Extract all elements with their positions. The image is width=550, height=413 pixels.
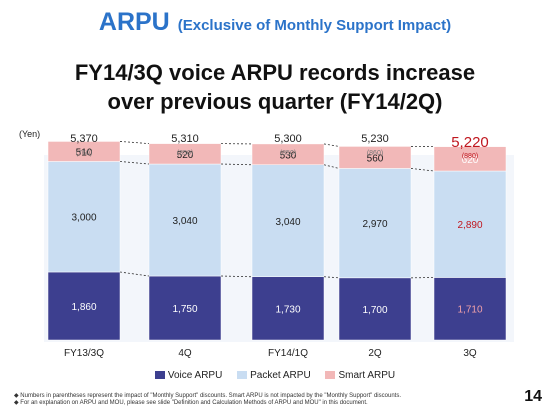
total-label-3: 5,230 (361, 133, 389, 145)
footnote-1-text: Numbers in parentheses represent the imp… (20, 393, 401, 399)
bar-voice-3 (338, 277, 412, 341)
headline-line-2: over previous quarter (FY14/2Q) (107, 89, 443, 114)
bar-smart-2 (251, 143, 325, 166)
footnote-1: ◆ Numbers in parentheses represent the i… (14, 393, 401, 399)
data-label-voice-0: 1,860 (71, 302, 96, 313)
support-impact-label-1: (850) (177, 150, 193, 157)
title-subtitle: (Exclusive of Monthly Support Impact) (177, 17, 452, 34)
legend-swatch-voice (154, 371, 165, 379)
data-label-voice-4: 1,710 (457, 305, 482, 316)
connector-line-2-2 (323, 143, 340, 147)
data-label-packet-0: 3,000 (71, 213, 96, 224)
connector-line-1-2 (323, 164, 340, 169)
connector-line-0-2 (323, 276, 340, 279)
headline-line-1: FY14/3Q voice ARPU records increase (74, 60, 476, 85)
legend-swatch-packet (237, 371, 248, 379)
title-main: ARPU (98, 8, 170, 36)
bar-voice-4 (433, 277, 507, 341)
support-impact-label-4: (880) (462, 153, 478, 160)
data-label-packet-2: 3,040 (275, 217, 300, 228)
data-label-smart-0: 510 (76, 147, 93, 158)
bar-packet-0 (47, 161, 121, 273)
bar-voice-1 (148, 275, 222, 341)
slide-title: ARPU (Exclusive of Monthly Support Impact… (0, 8, 550, 37)
data-label-packet-3: 2,970 (362, 219, 387, 230)
total-label-4: 5,220 (451, 134, 489, 151)
x-tick-label-1: 4Q (178, 348, 192, 359)
data-label-voice-1: 1,750 (172, 304, 197, 315)
total-label-0: 5,370 (70, 133, 98, 145)
legend-swatch-smart (325, 371, 336, 379)
bar-packet-3 (338, 168, 412, 279)
chart-legend: Voice ARPU Packet ARPU Smart ARPU (0, 370, 550, 381)
bar-smart-1 (148, 143, 222, 165)
support-impact-label-3: (860) (367, 150, 383, 157)
footnote-2: ◆ For an explanation on ARPU and MOU, pl… (14, 400, 368, 406)
data-label-voice-2: 1,730 (275, 304, 300, 315)
slide-headline: FY14/3Q voice ARPU records increase over… (0, 58, 550, 116)
data-label-voice-3: 1,700 (362, 305, 387, 316)
data-label-packet-4: 2,890 (457, 220, 482, 231)
x-tick-label-3: 2Q (368, 348, 382, 359)
support-impact-label-2: (850) (280, 150, 296, 157)
x-tick-label-4: 3Q (463, 348, 477, 359)
data-label-smart-3: 560 (367, 153, 384, 164)
legend-item-voice: Voice ARPU (154, 370, 223, 381)
page-number: 14 (524, 388, 542, 405)
connector-line-0-1 (220, 275, 253, 278)
bar-packet-2 (251, 164, 325, 278)
data-label-packet-1: 3,040 (172, 216, 197, 227)
connector-line-0-0 (119, 271, 150, 277)
x-tick-label-2: FY14/1Q (268, 348, 308, 359)
bar-voice-2 (251, 276, 325, 341)
data-label-smart-4: 620 (462, 155, 479, 166)
support-impact-label-0: (760) (76, 150, 92, 157)
total-label-2: 5,300 (274, 133, 302, 145)
footnotes: ◆ Numbers in parentheses represent the i… (14, 393, 484, 407)
legend-label-packet: Packet ARPU (250, 370, 311, 381)
bar-smart-4 (433, 146, 507, 172)
connector-line-2-0 (119, 141, 150, 144)
legend-item-packet: Packet ARPU (237, 370, 311, 381)
unit-label: (Yen) (19, 129, 41, 139)
total-label-1: 5,310 (171, 133, 199, 145)
footnote-2-text: For an explanation on ARPU and MOU, plea… (20, 400, 368, 406)
bar-smart-0 (47, 141, 121, 162)
data-label-smart-1: 520 (177, 150, 194, 161)
connector-line-1-0 (119, 161, 150, 165)
data-label-smart-2: 530 (280, 150, 297, 161)
x-tick-label-0: FY13/3Q (64, 348, 104, 359)
legend-label-voice: Voice ARPU (167, 370, 223, 381)
legend-label-smart: Smart ARPU (338, 370, 396, 381)
bar-smart-3 (338, 146, 412, 169)
legend-item-smart: Smart ARPU (325, 370, 395, 381)
connector-line-1-1 (220, 163, 253, 166)
bar-voice-0 (47, 271, 121, 341)
bar-packet-1 (148, 163, 222, 277)
